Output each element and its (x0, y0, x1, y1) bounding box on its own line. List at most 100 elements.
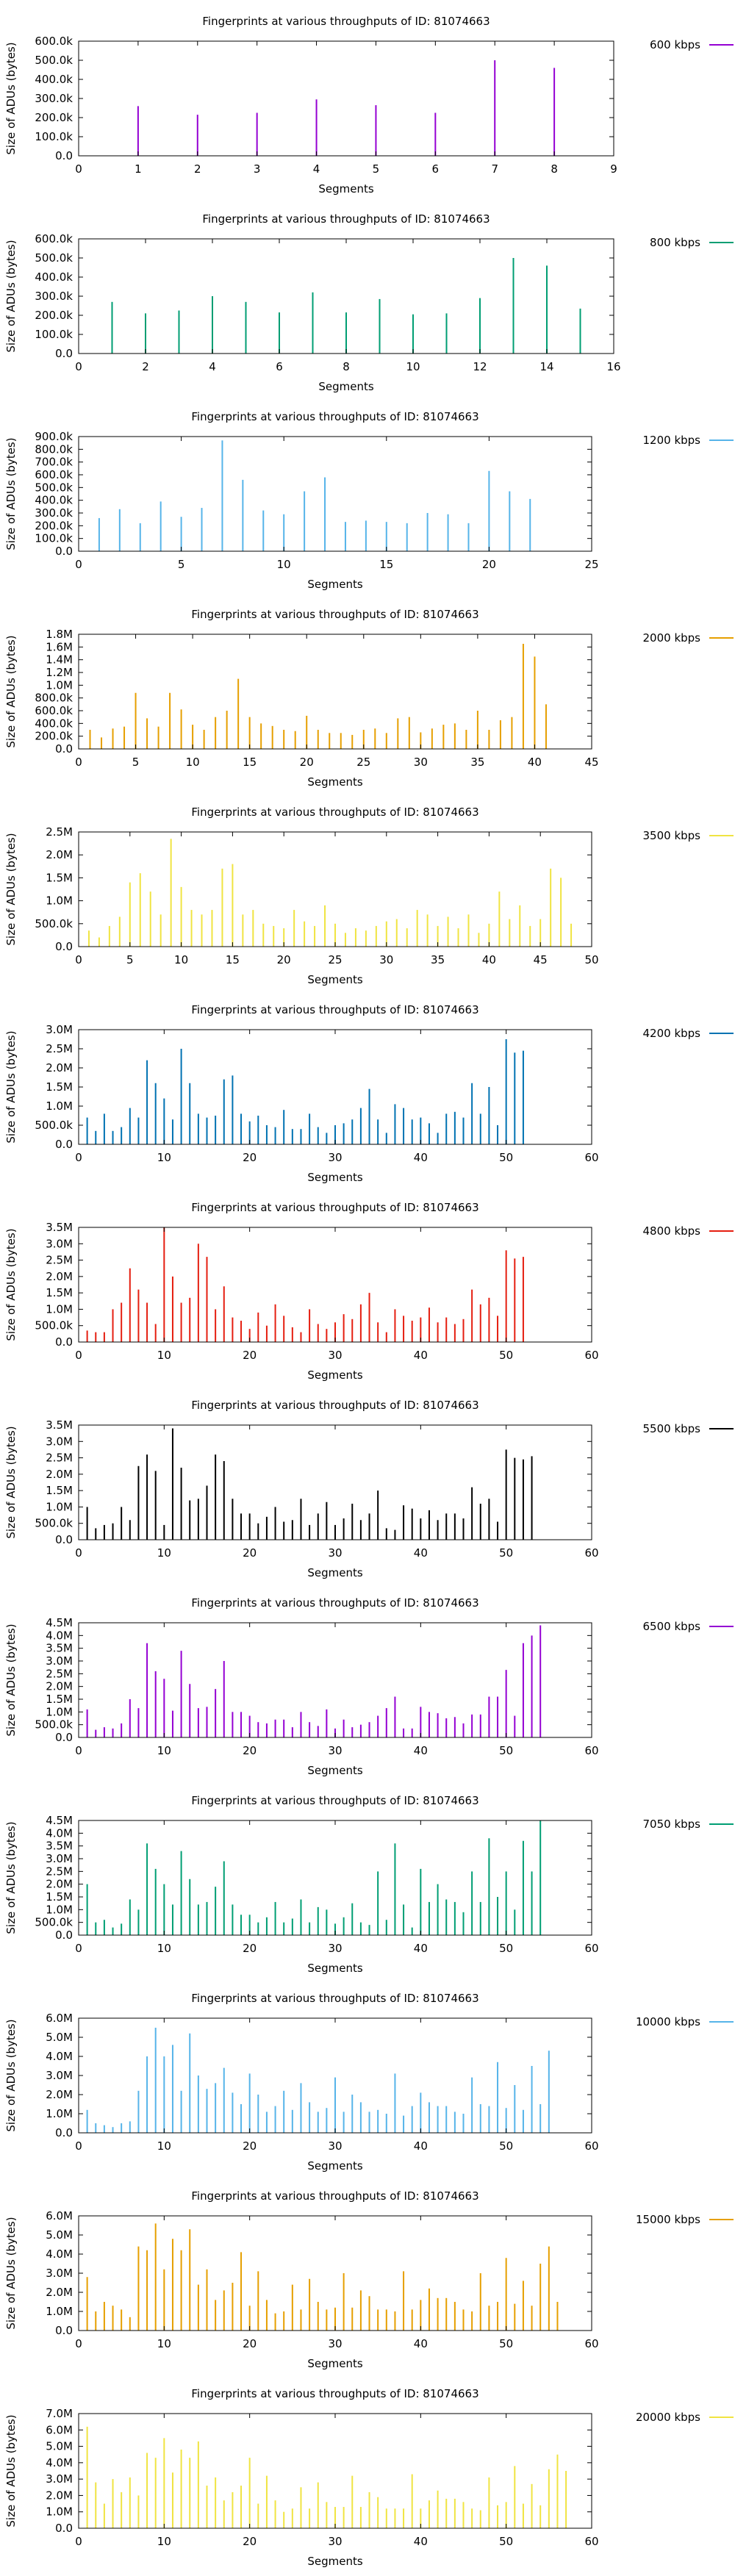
x-tick-label: 2 (194, 162, 201, 176)
y-tick-label: 300.0k (35, 290, 73, 303)
y-tick-label: 400.0k (35, 270, 73, 284)
y-tick-label: 1.0M (46, 1903, 73, 1916)
y-tick-label: 3.0M (46, 1435, 73, 1448)
legend-label: 10000 kbps (636, 2015, 700, 2028)
legend-label: 4800 kbps (643, 1224, 701, 1238)
y-tick-label: 1.2M (46, 666, 73, 679)
y-tick-label: 1.4M (46, 653, 73, 667)
legend-label: 15000 kbps (636, 2213, 700, 2226)
y-tick-label: 900.0k (35, 430, 73, 443)
y-tick-label: 0.0 (55, 1138, 73, 1151)
x-tick-label: 4 (209, 360, 216, 373)
y-tick-label: 3.0M (46, 1237, 73, 1250)
x-tick-label: 10 (157, 1349, 171, 1362)
x-tick-label: 40 (482, 953, 496, 966)
y-tick-label: 1.0M (46, 1705, 73, 1718)
y-tick-label: 2.5M (46, 825, 73, 839)
chart-panel: Fingerprints at various throughputs of I… (4, 1399, 734, 1579)
y-tick-label: 1.0M (46, 1099, 73, 1113)
y-tick-label: 6.0M (46, 2209, 73, 2222)
x-tick-label: 30 (379, 953, 393, 966)
x-axis-label: Segments (307, 1368, 363, 1382)
x-tick-label: 20 (243, 1151, 257, 1164)
x-tick-label: 25 (328, 953, 342, 966)
x-tick-label: 40 (414, 2535, 428, 2548)
x-axis-label: Segments (307, 578, 363, 591)
x-tick-label: 0 (75, 2337, 82, 2350)
chart-title: Fingerprints at various throughputs of I… (191, 1992, 478, 2005)
x-tick-label: 0 (75, 558, 82, 571)
x-tick-label: 20 (243, 2139, 257, 2153)
x-tick-label: 10 (157, 1151, 171, 1164)
y-tick-label: 4.0M (46, 2247, 73, 2261)
plot-frame (78, 436, 592, 552)
chart-title: Fingerprints at various throughputs of I… (191, 2387, 478, 2400)
y-tick-label: 5.0M (46, 2031, 73, 2044)
x-tick-label: 0 (75, 1942, 82, 1955)
y-tick-label: 1.0M (46, 894, 73, 908)
chart-panel: Fingerprints at various throughputs of I… (4, 1794, 734, 1975)
x-tick-label: 50 (499, 2337, 513, 2350)
y-tick-label: 100.0k (35, 328, 73, 341)
x-tick-label: 0 (75, 756, 82, 769)
x-tick-label: 40 (414, 2139, 428, 2153)
y-tick-label: 0.0 (55, 545, 73, 558)
x-tick-label: 40 (414, 1744, 428, 1757)
chart-panel: Fingerprints at various throughputs of I… (4, 1003, 734, 1184)
y-tick-label: 3.0M (46, 1023, 73, 1036)
x-tick-label: 12 (473, 360, 487, 373)
x-tick-label: 20 (243, 1942, 257, 1955)
x-tick-label: 10 (406, 360, 420, 373)
x-tick-label: 50 (499, 1744, 513, 1757)
y-tick-label: 1.5M (46, 1080, 73, 1094)
x-tick-label: 60 (584, 2337, 598, 2350)
chart-panel: Fingerprints at various throughputs of I… (4, 15, 734, 195)
y-tick-label: 1.5M (46, 1286, 73, 1299)
x-tick-label: 10 (157, 2535, 171, 2548)
y-tick-label: 1.0M (46, 678, 73, 692)
x-tick-label: 30 (328, 1151, 342, 1164)
y-axis-label: Size of ADUs (bytes) (4, 2414, 18, 2527)
x-axis-label: Segments (307, 775, 363, 789)
y-tick-label: 0.0 (55, 149, 73, 162)
chart-panel: Fingerprints at various throughputs of I… (4, 1201, 734, 1382)
chart-title: Fingerprints at various throughputs of I… (191, 410, 478, 423)
plot-frame (78, 40, 614, 157)
legend-label: 3500 kbps (643, 829, 701, 842)
y-tick-label: 3.0M (46, 1852, 73, 1865)
y-tick-label: 1.5M (46, 1693, 73, 1706)
x-tick-label: 8 (551, 162, 558, 176)
y-tick-label: 0.0 (55, 2522, 73, 2535)
y-tick-label: 4.5M (46, 1814, 73, 1827)
y-tick-label: 2.0M (46, 1680, 73, 1693)
y-tick-label: 2.0M (46, 1468, 73, 1481)
y-tick-label: 2.5M (46, 1254, 73, 1267)
x-tick-label: 0 (75, 1349, 82, 1362)
y-tick-label: 2.0M (46, 1878, 73, 1891)
y-tick-label: 800.0k (35, 692, 73, 705)
y-tick-label: 3.5M (46, 1221, 73, 1234)
x-tick-label: 10 (186, 756, 200, 769)
y-tick-label: 100.0k (35, 532, 73, 545)
x-axis-label: Segments (318, 182, 374, 195)
legend-label: 5500 kbps (643, 1422, 701, 1435)
legend-label: 2000 kbps (643, 631, 701, 645)
y-tick-label: 500.0k (35, 1517, 73, 1530)
legend-label: 800 kbps (650, 236, 700, 249)
y-tick-label: 4.0M (46, 2050, 73, 2063)
y-axis-label: Size of ADUs (bytes) (4, 1030, 18, 1143)
x-tick-label: 25 (356, 756, 370, 769)
y-tick-label: 500.0k (35, 251, 73, 265)
x-tick-label: 5 (178, 558, 185, 571)
x-tick-label: 40 (414, 1349, 428, 1362)
chart-title: Fingerprints at various throughputs of I… (191, 1596, 478, 1610)
chart-panel: Fingerprints at various throughputs of I… (4, 410, 734, 591)
x-tick-label: 20 (300, 756, 314, 769)
x-tick-label: 7 (491, 162, 498, 176)
x-tick-label: 50 (499, 2535, 513, 2548)
x-tick-label: 30 (328, 1744, 342, 1757)
y-tick-label: 2.0M (46, 848, 73, 861)
x-tick-label: 0 (75, 1546, 82, 1560)
y-tick-label: 4.0M (46, 1826, 73, 1840)
